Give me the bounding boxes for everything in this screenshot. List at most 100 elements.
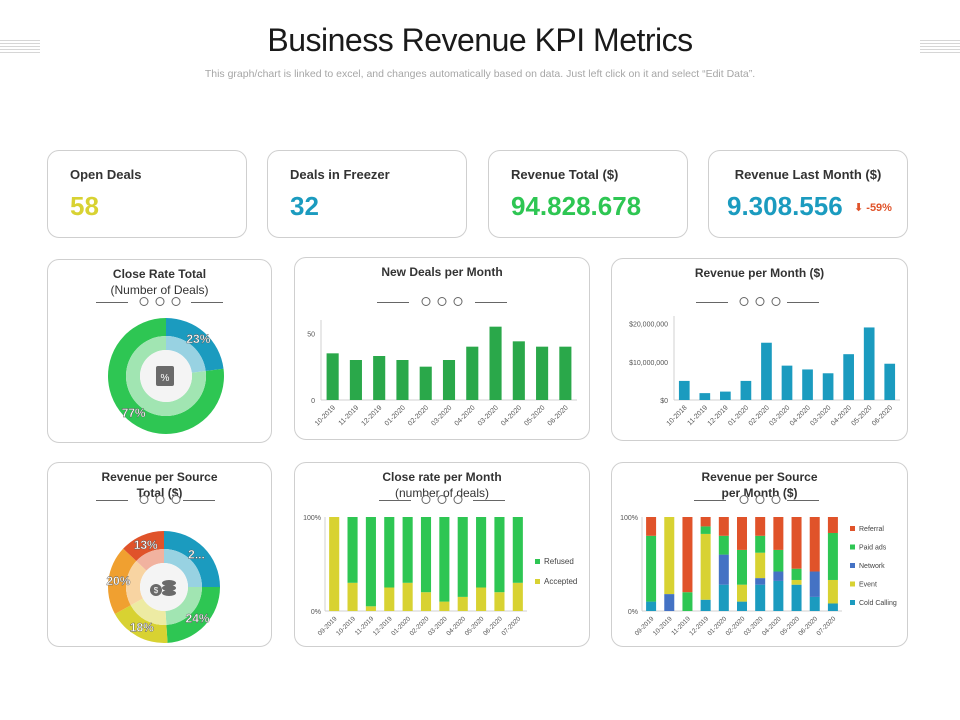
bar [326, 353, 339, 400]
x-tick-label: 05-2020 [523, 404, 546, 427]
bar [419, 366, 432, 400]
legend-label: Cold Calling [859, 600, 897, 607]
revenue-month-chart: $0 $10,000,000 $20,000,000 10-201811-201912… [629, 316, 900, 428]
panel-subtitle: (number of deals) [394, 486, 490, 500]
kpi-label: Revenue Last Month ($) [734, 167, 882, 182]
kpi-card-deals-in-freezer: Deals in Freezer 32 [267, 150, 467, 238]
stacked-bar-segment [755, 584, 766, 611]
kpi-delta: ⬇ -59% [854, 201, 892, 214]
stacked-bar-segment [494, 592, 505, 611]
pie-slice-inner [125, 336, 206, 416]
stacked-bar-segment [682, 592, 693, 611]
stacked-bar-segment [718, 535, 729, 555]
bar [559, 346, 572, 400]
revenue-source-total-chart: 2... 24% 18% 20% 13% $ [106, 531, 220, 643]
bar [720, 391, 731, 400]
legend-label: Paid ads [859, 545, 887, 552]
bar [373, 356, 386, 400]
stacked-bar-segment [718, 584, 729, 611]
x-tick-label: 03-2020 [768, 404, 791, 427]
panel-title-text: Revenue per Month ($) [694, 266, 825, 280]
x-tick-label: 01-2020 [727, 404, 750, 427]
panel-revenue-source-total: Revenue per Source Total ($) 2... 24% 18% 2… [47, 462, 272, 647]
legend-swatch [850, 581, 855, 587]
separator [612, 495, 907, 507]
panel-title-text: Close rate per Month [382, 470, 502, 484]
panel-title-text: Revenue per Source [101, 470, 218, 484]
data-label: 24% [186, 611, 210, 625]
legend-swatch [850, 563, 855, 568]
legend-swatch [850, 600, 855, 605]
panel-title-text: Close Rate Total [112, 267, 207, 281]
x-tick-label: 03-2020 [477, 404, 500, 427]
legend-label: Network [859, 563, 885, 570]
stacked-bar-segment [365, 517, 376, 607]
y-tick-label: $0 [660, 398, 668, 405]
bar [536, 346, 549, 400]
x-tick-label: 11-2019 [338, 404, 361, 427]
data-label: 2... [188, 547, 205, 561]
bar [822, 373, 834, 400]
panel-title: New Deals per Month [295, 264, 589, 280]
stacked-bar-segment [365, 606, 376, 611]
bar [802, 369, 813, 400]
x-tick-label: 12-2019 [707, 404, 730, 427]
bar [740, 380, 752, 400]
pie-slice [166, 587, 220, 643]
stacked-bar-segment [512, 582, 523, 611]
pie-slice-inner [125, 560, 147, 606]
separator [48, 297, 271, 309]
pie-slice [164, 531, 220, 587]
bar [781, 365, 793, 400]
panel-title-text: Revenue per Source [701, 470, 818, 484]
stacked-bar-segment [700, 533, 711, 600]
legend-swatch [535, 559, 540, 564]
header-decoration-left [0, 40, 40, 54]
bar [396, 360, 409, 400]
stacked-bar-segment [420, 517, 432, 593]
y-tick-label: $20,000,000 [629, 322, 668, 329]
stacked-bar-segment [457, 596, 468, 611]
kpi-card-revenue-total: Revenue Total ($) 94.828.678 [488, 150, 688, 238]
stacked-bar-segment [718, 554, 729, 585]
stacked-bar-segment [347, 517, 358, 583]
pie-slice-inner [166, 336, 206, 373]
bar [442, 360, 456, 400]
bar [761, 342, 772, 400]
legend-swatch [850, 544, 855, 550]
stacked-bar-segment [827, 579, 838, 604]
stacked-bar-segment [700, 517, 711, 527]
stacked-bar-segment [827, 517, 838, 533]
pie-slice [114, 605, 168, 643]
stacked-bar-segment [384, 517, 395, 588]
x-tick-label: 03-2020 [430, 404, 453, 427]
stacked-bar-segment [494, 517, 505, 593]
kpi-value: 32 [290, 191, 319, 221]
kpi-value: 9.308.556 [727, 191, 843, 221]
legend-label: Accepted [544, 577, 577, 586]
stacked-bar-segment [646, 517, 657, 536]
x-tick-label: 03-2020 [809, 404, 832, 427]
kpi-label: Revenue Total ($) [511, 167, 619, 182]
stacked-bar-segment [700, 526, 711, 534]
stacked-bar-segment [737, 601, 747, 611]
close-rate-total-chart: 23% 77%% [107, 318, 224, 434]
revenue-source-month-chart: 0%100%09-201910-201911-201912-201901-202… [620, 515, 897, 637]
x-tick-label: 04-2020 [789, 404, 812, 427]
pie-slice [107, 318, 224, 434]
y-tick-label: 0% [311, 609, 321, 616]
x-tick-label: 10-2019 [314, 404, 337, 427]
y-tick-label: 0% [628, 609, 638, 616]
bar [884, 363, 896, 400]
x-tick-label: 07-2020 [500, 615, 522, 637]
stacked-bar-segment [773, 549, 784, 572]
stacked-bar-segment [737, 549, 747, 585]
stacked-bar-segment [809, 596, 820, 611]
kpi-card-revenue-last-month: Revenue Last Month ($) 9.308.556 ⬇ -59% [708, 150, 908, 238]
y-tick-label: 100% [620, 515, 638, 522]
stacked-bar-segment [664, 517, 675, 595]
stacked-bar-segment [439, 601, 450, 611]
stacked-bar-segment [791, 568, 802, 580]
separator [612, 297, 907, 309]
